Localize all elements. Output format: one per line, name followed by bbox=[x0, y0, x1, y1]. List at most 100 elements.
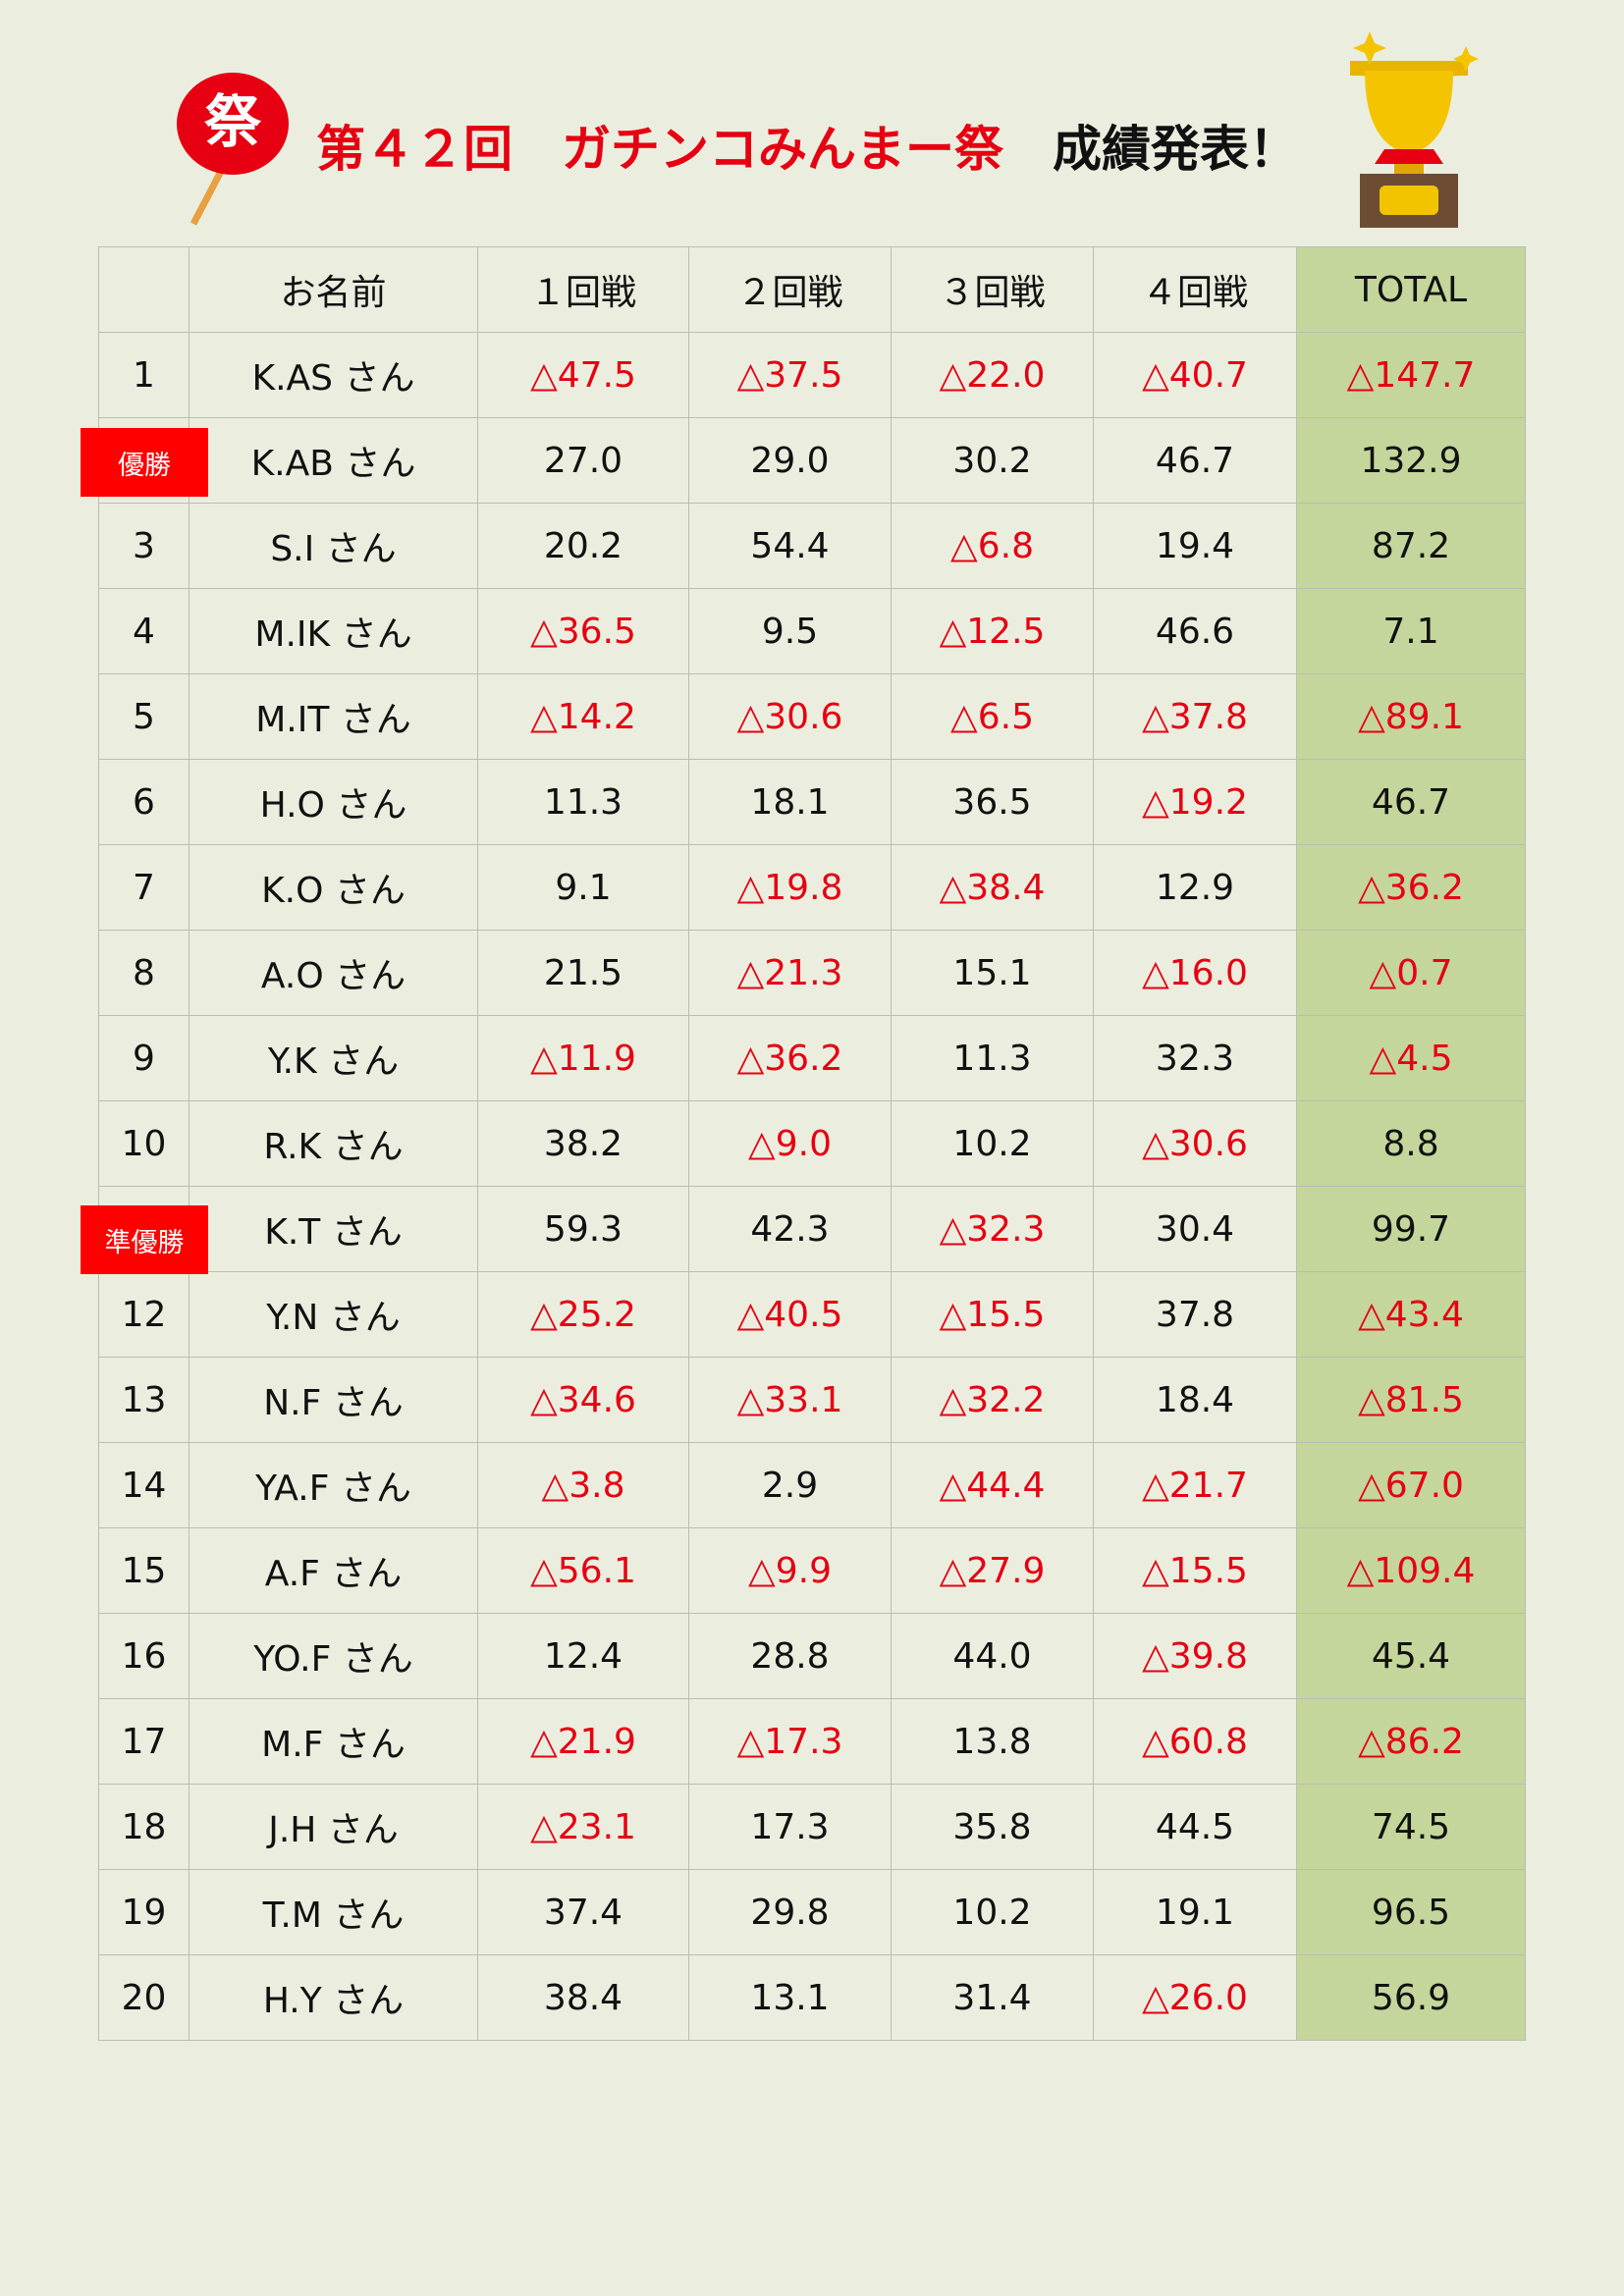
score-cell: △15.5 bbox=[1093, 1527, 1297, 1614]
name-cell: H.O さん bbox=[189, 759, 478, 845]
score-cell: △36.5 bbox=[477, 588, 689, 674]
score-cell: 44.0 bbox=[891, 1613, 1094, 1699]
header-cell: ２回戦 bbox=[688, 246, 892, 333]
name-cell: N.F さん bbox=[189, 1357, 478, 1443]
score-cell: △6.8 bbox=[891, 503, 1094, 589]
score-cell: △16.0 bbox=[1093, 930, 1297, 1016]
total-cell: 45.4 bbox=[1296, 1613, 1526, 1699]
data-row: 17 M.F さん △21.9 △17.3 13.8 △60.8 △86.2 bbox=[98, 1698, 1526, 1785]
data-row: 16 YO.F さん 12.4 28.8 44.0 △39.8 45.4 bbox=[98, 1613, 1526, 1699]
score-cell: 29.0 bbox=[688, 417, 892, 504]
rank-cell: 15 bbox=[98, 1527, 189, 1614]
score-cell: △11.9 bbox=[477, 1015, 689, 1101]
score-cell: 44.5 bbox=[1093, 1784, 1297, 1870]
score-cell: 29.8 bbox=[688, 1869, 892, 1955]
score-cell: 10.2 bbox=[891, 1100, 1094, 1187]
rank-cell: 18 bbox=[98, 1784, 189, 1870]
name-cell: K.AS さん bbox=[189, 332, 478, 418]
score-cell: 27.0 bbox=[477, 417, 689, 504]
score-cell: △37.5 bbox=[688, 332, 892, 418]
total-cell: 99.7 bbox=[1296, 1186, 1526, 1272]
score-cell: 13.1 bbox=[688, 1954, 892, 2041]
header-cell: お名前 bbox=[189, 246, 478, 333]
score-cell: 36.5 bbox=[891, 759, 1094, 845]
total-cell: △36.2 bbox=[1296, 844, 1526, 931]
data-row: 9 Y.K さん △11.9 △36.2 11.3 32.3 △4.5 bbox=[98, 1015, 1526, 1101]
name-cell: M.F さん bbox=[189, 1698, 478, 1785]
score-cell: 28.8 bbox=[688, 1613, 892, 1699]
score-cell: 12.4 bbox=[477, 1613, 689, 1699]
score-cell: 54.4 bbox=[688, 503, 892, 589]
data-row: 14 YA.F さん △3.8 2.9 △44.4 △21.7 △67.0 bbox=[98, 1442, 1526, 1528]
score-cell: 9.1 bbox=[477, 844, 689, 931]
score-cell: 12.9 bbox=[1093, 844, 1297, 931]
score-cell: △32.2 bbox=[891, 1357, 1094, 1443]
total-cell: 8.8 bbox=[1296, 1100, 1526, 1187]
score-cell: 9.5 bbox=[688, 588, 892, 674]
trophy-icon bbox=[1350, 31, 1479, 228]
name-cell: YA.F さん bbox=[189, 1442, 478, 1528]
rank-cell: 7 bbox=[98, 844, 189, 931]
name-cell: H.Y さん bbox=[189, 1954, 478, 2041]
score-cell: △32.3 bbox=[891, 1186, 1094, 1272]
score-cell: △37.8 bbox=[1093, 673, 1297, 760]
total-cell: △147.7 bbox=[1296, 332, 1526, 418]
data-row: K.AB さん 27.0 29.0 30.2 46.7 132.9 bbox=[98, 417, 1526, 504]
data-row: 15 A.F さん △56.1 △9.9 △27.9 △15.5 △109.4 bbox=[98, 1527, 1526, 1614]
score-cell: 37.8 bbox=[1093, 1271, 1297, 1358]
total-cell: 87.2 bbox=[1296, 503, 1526, 589]
score-cell: △9.9 bbox=[688, 1527, 892, 1614]
name-cell: YO.F さん bbox=[189, 1613, 478, 1699]
data-row: 5 M.IT さん △14.2 △30.6 △6.5 △37.8 △89.1 bbox=[98, 673, 1526, 760]
title-sub: 成績発表！ bbox=[1053, 121, 1298, 178]
title-main: 第４２回 ガチンコみんまー祭 bbox=[316, 121, 1003, 178]
score-cell: △22.0 bbox=[891, 332, 1094, 418]
fan-icon: 祭 bbox=[177, 73, 289, 226]
data-row: 6 H.O さん 11.3 18.1 36.5 △19.2 46.7 bbox=[98, 759, 1526, 845]
name-cell: R.K さん bbox=[189, 1100, 478, 1187]
total-cell: △81.5 bbox=[1296, 1357, 1526, 1443]
title: 第４２回 ガチンコみんまー祭 成績発表！ bbox=[316, 110, 1298, 181]
header-cell: １回戦 bbox=[477, 246, 689, 333]
score-cell: 15.1 bbox=[891, 930, 1094, 1016]
score-cell: △40.7 bbox=[1093, 332, 1297, 418]
data-row: 18 J.H さん △23.1 17.3 35.8 44.5 74.5 bbox=[98, 1784, 1526, 1870]
name-cell: K.O さん bbox=[189, 844, 478, 931]
data-row: 8 A.O さん 21.5 △21.3 15.1 △16.0 △0.7 bbox=[98, 930, 1526, 1016]
total-cell: 7.1 bbox=[1296, 588, 1526, 674]
data-row: 19 T.M さん 37.4 29.8 10.2 19.1 96.5 bbox=[98, 1869, 1526, 1955]
name-cell: Y.K さん bbox=[189, 1015, 478, 1101]
score-cell: △19.2 bbox=[1093, 759, 1297, 845]
score-cell: 2.9 bbox=[688, 1442, 892, 1528]
header-cell: TOTAL bbox=[1296, 246, 1526, 333]
total-cell: △0.7 bbox=[1296, 930, 1526, 1016]
rank-cell: 9 bbox=[98, 1015, 189, 1101]
rank-cell: 19 bbox=[98, 1869, 189, 1955]
score-cell: △33.1 bbox=[688, 1357, 892, 1443]
data-row: 10 R.K さん 38.2 △9.0 10.2 △30.6 8.8 bbox=[98, 1100, 1526, 1187]
name-cell: J.H さん bbox=[189, 1784, 478, 1870]
score-cell: 30.2 bbox=[891, 417, 1094, 504]
score-cell: 11.3 bbox=[477, 759, 689, 845]
data-row: 7 K.O さん 9.1 △19.8 △38.4 12.9 △36.2 bbox=[98, 844, 1526, 931]
score-cell: △26.0 bbox=[1093, 1954, 1297, 2041]
results-table: お名前 １回戦 ２回戦 ３回戦 ４回戦 TOTAL 1 K.AS さん △47.5 △37.5 △2… bbox=[98, 246, 1526, 2041]
data-row: 20 H.Y さん 38.4 13.1 31.4 △26.0 56.9 bbox=[98, 1954, 1526, 2041]
score-cell: 32.3 bbox=[1093, 1015, 1297, 1101]
name-cell: A.F さん bbox=[189, 1527, 478, 1614]
score-cell: 42.3 bbox=[688, 1186, 892, 1272]
score-cell: 38.4 bbox=[477, 1954, 689, 2041]
score-cell: △9.0 bbox=[688, 1100, 892, 1187]
name-cell: T.M さん bbox=[189, 1869, 478, 1955]
score-cell: 20.2 bbox=[477, 503, 689, 589]
name-cell: M.IK さん bbox=[189, 588, 478, 674]
score-cell: △21.7 bbox=[1093, 1442, 1297, 1528]
total-cell: 46.7 bbox=[1296, 759, 1526, 845]
total-cell: △43.4 bbox=[1296, 1271, 1526, 1358]
rank-cell: 1 bbox=[98, 332, 189, 418]
name-cell: K.AB さん bbox=[189, 417, 478, 504]
data-row: 1 K.AS さん △47.5 △37.5 △22.0 △40.7 △147.7 bbox=[98, 332, 1526, 418]
header-cell: ４回戦 bbox=[1093, 246, 1297, 333]
rank-cell: 8 bbox=[98, 930, 189, 1016]
